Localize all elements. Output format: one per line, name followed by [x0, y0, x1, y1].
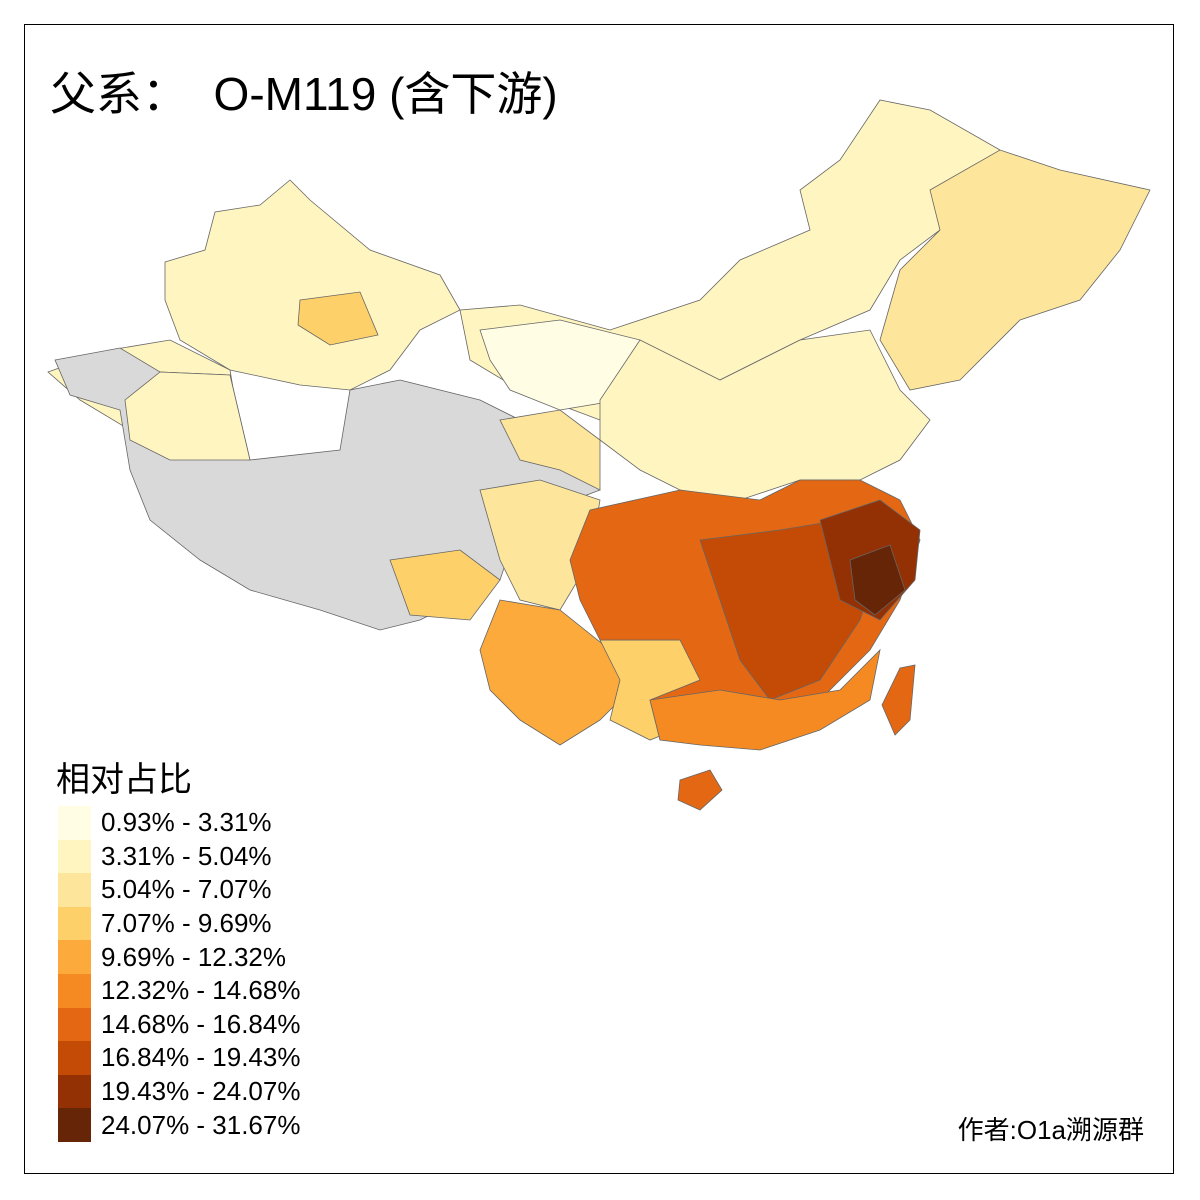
region-qinghai-east: [499, 409, 601, 491]
legend-swatch: [58, 873, 91, 907]
legend-item: 3.31% - 5.04%: [58, 839, 300, 874]
region-xinjiang-south: [124, 371, 251, 461]
legend-item: 5.04% - 7.07%: [58, 873, 300, 907]
legend-item: 0.93% - 3.31%: [58, 806, 300, 840]
region-yunnan: [479, 599, 631, 746]
author-credit: 作者:O1a溯源群: [957, 1115, 1144, 1145]
legend-swatch: [58, 940, 91, 974]
legend-swatch: [58, 1108, 91, 1142]
legend-item: 7.07% - 9.69%: [58, 906, 300, 941]
map-title: 父系： O-M119 (含下游): [50, 68, 558, 120]
region-northeast: [879, 149, 1151, 391]
legend-label: 16.84% - 19.43%: [101, 1042, 301, 1073]
region-sichuan-west: [479, 479, 601, 611]
legend: 0.93% - 3.31% 3.31% - 5.04% 5.04% - 7.07% 7…: [58, 806, 300, 1142]
region-zhejiang-core: [849, 544, 906, 616]
legend-label: 3.31% - 5.04%: [101, 840, 272, 871]
region-xinjiang-north: [164, 179, 461, 391]
legend-label: 12.32% - 14.68%: [101, 975, 301, 1006]
map-frame: [24, 24, 1174, 1174]
legend-label: 14.68% - 16.84%: [101, 1008, 301, 1039]
legend-swatch: [58, 1007, 91, 1042]
legend-item: 12.32% - 14.68%: [58, 973, 301, 1008]
legend-label: 5.04% - 7.07%: [101, 874, 272, 905]
legend-item: 14.68% - 16.84%: [58, 1007, 301, 1042]
legend-title: 相对占比: [56, 761, 192, 799]
legend-label: 19.43% - 24.07%: [101, 1076, 301, 1107]
legend-item: 9.69% - 12.32%: [58, 940, 300, 974]
legend-label: 24.07% - 31.67%: [101, 1109, 301, 1140]
legend-swatch: [58, 1041, 91, 1075]
legend-swatch: [58, 973, 91, 1008]
legend-label: 9.69% - 12.32%: [101, 941, 287, 972]
legend-label: 0.93% - 3.31%: [101, 807, 272, 838]
legend-item: 19.43% - 24.07%: [58, 1074, 301, 1109]
region-guangdong: [649, 648, 881, 751]
legend-item: 16.84% - 19.43%: [58, 1041, 300, 1075]
legend-swatch: [58, 906, 91, 941]
legend-swatch: [58, 1074, 91, 1109]
region-hainan: [677, 769, 723, 811]
legend-label: 7.07% - 9.69%: [101, 908, 272, 939]
region-gansu-ningxia: [479, 319, 641, 411]
region-xinjiang-central: [297, 291, 379, 346]
legend-swatch: [58, 806, 91, 840]
region-taiwan: [881, 664, 916, 736]
legend-swatch: [58, 839, 91, 874]
legend-item: 24.07% - 31.67%: [58, 1108, 300, 1142]
region-tibet-east: [389, 549, 501, 621]
